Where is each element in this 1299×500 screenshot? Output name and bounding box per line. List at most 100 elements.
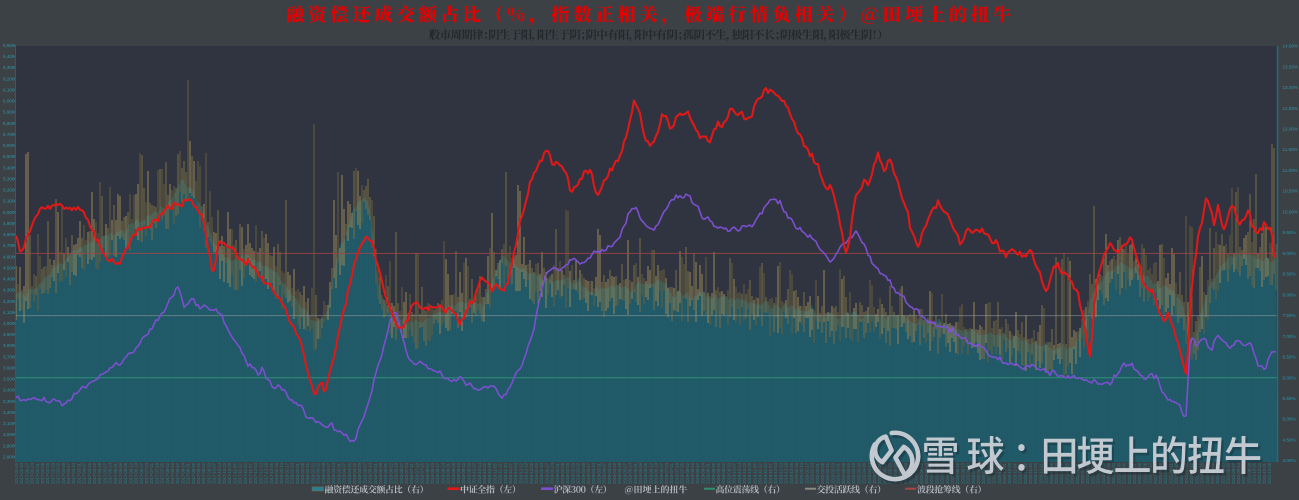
- svg-text:2019-04-22: 2019-04-22: [612, 462, 617, 484]
- svg-text:2019-03-02: 2019-03-02: [576, 462, 581, 484]
- svg-text:2017-02-08: 2017-02-08: [40, 462, 45, 484]
- svg-text:2019-04-15: 2019-04-15: [607, 462, 612, 484]
- svg-text:2021-06-11: 2021-06-11: [1168, 463, 1173, 484]
- svg-text:2018-08-31: 2018-08-31: [446, 462, 451, 484]
- svg-text:2017-08-24: 2017-08-24: [180, 462, 185, 484]
- svg-text:2017-08-31: 2017-08-31: [186, 462, 191, 484]
- svg-text:2018-08-10: 2018-08-10: [430, 462, 435, 484]
- svg-text:2018-06-19: 2018-06-19: [394, 462, 399, 484]
- svg-text:8.50%: 8.50%: [1283, 272, 1296, 277]
- svg-text:3,300: 3,300: [3, 399, 15, 404]
- svg-text:2020-02-01: 2020-02-01: [815, 462, 820, 484]
- svg-text:2019-03-09: 2019-03-09: [581, 462, 586, 484]
- svg-text:2020-03-08: 2020-03-08: [841, 462, 846, 484]
- svg-text:2017-10-29: 2017-10-29: [227, 462, 232, 484]
- svg-text:2020-11-11: 2020-11-11: [1018, 463, 1023, 484]
- svg-text:2020-01-10: 2020-01-10: [799, 462, 804, 484]
- svg-text:2018-12-26: 2018-12-26: [529, 462, 534, 484]
- svg-text:2019-03-31: 2019-03-31: [596, 462, 601, 484]
- svg-text:2018-09-08: 2018-09-08: [451, 462, 456, 484]
- svg-text:2021-10-28: 2021-10-28: [1267, 462, 1272, 484]
- svg-text:2021-07-25: 2021-07-25: [1200, 462, 1205, 484]
- svg-text:2017-03-24: 2017-03-24: [71, 462, 76, 484]
- svg-text:2019-06-19: 2019-06-19: [654, 462, 659, 484]
- svg-text:2020-08-16: 2020-08-16: [955, 462, 960, 484]
- svg-text:2021-10-13: 2021-10-13: [1257, 462, 1262, 484]
- svg-text:2018-12-04: 2018-12-04: [513, 462, 518, 484]
- svg-text:2019-10-07: 2019-10-07: [732, 462, 737, 484]
- svg-text:2018-07-11: 2018-07-11: [409, 463, 414, 484]
- svg-text:3,200: 3,200: [3, 410, 15, 415]
- svg-text:2018-03-24: 2018-03-24: [331, 462, 336, 484]
- svg-text:2018-08-02: 2018-08-02: [425, 462, 430, 484]
- svg-text:2020-12-11: 2020-12-11: [1038, 463, 1043, 484]
- svg-text:2018-09-15: 2018-09-15: [456, 462, 461, 484]
- svg-text:2017-03-31: 2017-03-31: [76, 462, 81, 484]
- svg-text:2020-03-01: 2020-03-01: [836, 462, 841, 484]
- svg-text:2017-12-04: 2017-12-04: [253, 462, 258, 484]
- svg-text:2017-06-05: 2017-06-05: [123, 462, 128, 484]
- svg-text:2021-09-14: 2021-09-14: [1236, 462, 1241, 484]
- svg-text:2020-04-06: 2020-04-06: [862, 462, 867, 484]
- svg-text:2019-12-12: 2019-12-12: [778, 462, 783, 484]
- svg-text:2018-10-07: 2018-10-07: [472, 462, 477, 484]
- svg-text:2017-09-30: 2017-09-30: [206, 462, 211, 484]
- svg-text:11.50%: 11.50%: [1283, 147, 1298, 152]
- svg-text:2017-07-26: 2017-07-26: [160, 462, 165, 484]
- svg-text:4,800: 4,800: [3, 232, 15, 237]
- svg-text:12.00%: 12.00%: [1283, 127, 1299, 132]
- svg-text:10.50%: 10.50%: [1283, 189, 1299, 194]
- svg-text:5,000: 5,000: [3, 210, 15, 215]
- svg-text:2018-06-05: 2018-06-05: [383, 462, 388, 484]
- svg-text:2019-08-31: 2019-08-31: [706, 462, 711, 484]
- svg-text:2018-01-24: 2018-01-24: [290, 462, 295, 484]
- svg-text:2019-02-15: 2019-02-15: [565, 462, 570, 484]
- svg-text:2019-01-03: 2019-01-03: [534, 462, 539, 484]
- svg-text:2021-05-28: 2021-05-28: [1158, 462, 1163, 484]
- svg-text:2018-10-22: 2018-10-22: [482, 462, 487, 484]
- svg-text:3,600: 3,600: [3, 366, 15, 371]
- svg-text:6,400: 6,400: [3, 54, 15, 59]
- svg-text:2019-11-20: 2019-11-20: [763, 463, 768, 484]
- svg-text:6,000: 6,000: [3, 99, 15, 104]
- svg-text:2020-03-23: 2020-03-23: [851, 462, 856, 484]
- svg-text:3,500: 3,500: [3, 377, 15, 382]
- svg-text:2018-03-02: 2018-03-02: [316, 462, 321, 484]
- svg-text:5,400: 5,400: [3, 165, 15, 170]
- svg-text:2018-01-17: 2018-01-17: [284, 462, 289, 484]
- svg-text:2020-12-03: 2020-12-03: [1033, 462, 1038, 484]
- svg-text:7.50%: 7.50%: [1283, 313, 1296, 318]
- svg-text:2020-08-23: 2020-08-23: [960, 462, 965, 484]
- svg-text:2019-11-27: 2019-11-27: [768, 463, 773, 484]
- svg-text:2020-03-16: 2020-03-16: [846, 462, 851, 484]
- svg-text:6,200: 6,200: [3, 76, 15, 81]
- svg-text:2021-10-06: 2021-10-06: [1252, 462, 1257, 484]
- svg-text:2020-11-19: 2020-11-19: [1023, 463, 1028, 484]
- svg-text:2018-04-29: 2018-04-29: [357, 462, 362, 484]
- svg-text:2017-10-14: 2017-10-14: [217, 462, 222, 484]
- svg-text:2019-02-01: 2019-02-01: [555, 462, 560, 484]
- svg-text:4,900: 4,900: [3, 221, 15, 226]
- svg-text:2020-07-03: 2020-07-03: [924, 462, 929, 484]
- svg-text:2017-11-20: 2017-11-20: [243, 463, 248, 484]
- svg-text:4,600: 4,600: [3, 254, 15, 259]
- svg-text:5,600: 5,600: [3, 143, 15, 148]
- svg-text:2017-01-03: 2017-01-03: [14, 462, 19, 484]
- svg-text:2017-01-24: 2017-01-24: [30, 462, 35, 484]
- svg-text:4,500: 4,500: [3, 265, 15, 270]
- svg-text:2017-05-14: 2017-05-14: [108, 462, 113, 484]
- svg-text:2018-08-24: 2018-08-24: [440, 462, 445, 484]
- svg-text:2017-12-12: 2017-12-12: [258, 462, 263, 484]
- svg-text:2017-08-10: 2017-08-10: [170, 462, 175, 484]
- svg-text:4,300: 4,300: [3, 288, 15, 293]
- svg-text:6,500: 6,500: [3, 43, 15, 48]
- svg-text:13.50%: 13.50%: [1283, 64, 1299, 69]
- svg-text:2017-03-09: 2017-03-09: [61, 462, 66, 484]
- svg-text:2019-11-12: 2019-11-12: [758, 463, 763, 484]
- svg-text:2019-08-02: 2019-08-02: [685, 462, 690, 484]
- svg-text:2019-12-26: 2019-12-26: [789, 462, 794, 484]
- svg-text:2020-09-14: 2020-09-14: [976, 462, 981, 484]
- svg-text:2,800: 2,800: [3, 454, 15, 459]
- svg-text:2017-04-15: 2017-04-15: [87, 462, 92, 484]
- svg-text:2019-04-07: 2019-04-07: [602, 462, 607, 484]
